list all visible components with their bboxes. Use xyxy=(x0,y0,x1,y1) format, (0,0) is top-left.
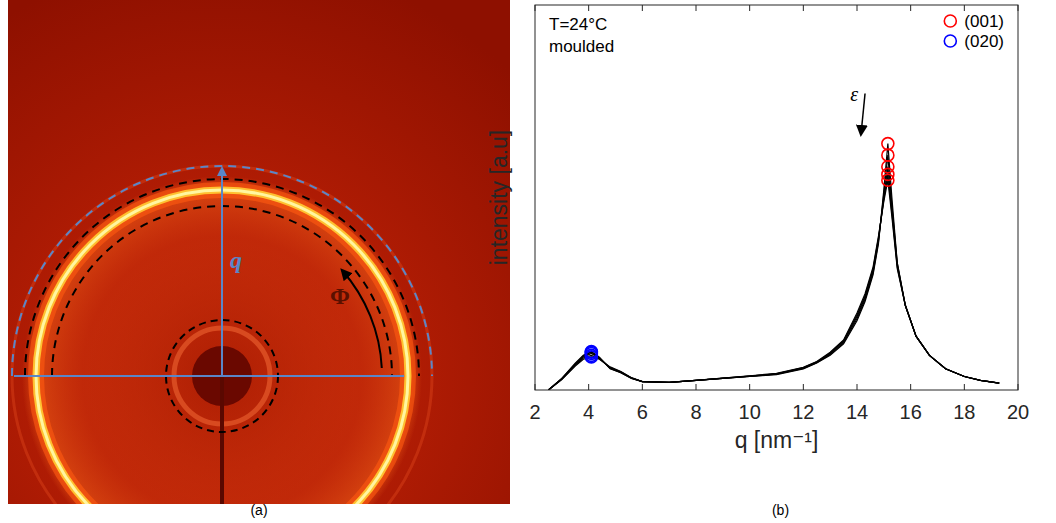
peak-marker xyxy=(882,174,894,186)
strain-arrow xyxy=(861,94,865,134)
legend-marker xyxy=(944,35,956,47)
x-tick-label: 8 xyxy=(690,401,701,423)
intensity-curve xyxy=(548,144,999,390)
plot-frame xyxy=(535,5,1018,390)
x-tick xyxy=(803,5,804,11)
x-tick-label: 20 xyxy=(1007,401,1029,423)
x-tick-label: 16 xyxy=(900,401,922,423)
x-tick xyxy=(642,384,643,390)
peak-marker xyxy=(882,138,894,150)
y-axis-title: intensity [a.u] xyxy=(486,130,512,266)
diffraction-image xyxy=(8,0,510,504)
legend-label: (020) xyxy=(964,32,1004,51)
x-tick xyxy=(588,5,589,11)
peak-marker xyxy=(882,149,894,161)
x-tick-label: 4 xyxy=(583,401,594,423)
legend-marker xyxy=(944,15,956,27)
x-tick xyxy=(749,384,750,390)
x-tick xyxy=(857,384,858,390)
x-tick-label: 10 xyxy=(739,401,761,423)
horizontal-axis xyxy=(14,375,404,377)
x-tick xyxy=(857,5,858,11)
figure: q Φ 2 4 6 8 10 12 14 16 18 20 q [nm⁻¹] intensity [a.u… xyxy=(0,0,1056,523)
plot-background xyxy=(535,5,1018,390)
legend: (001)(020) xyxy=(944,12,1004,51)
intensity-curve xyxy=(548,155,999,390)
x-tick xyxy=(642,5,643,11)
phi-label: Φ xyxy=(330,283,350,309)
q-label: q xyxy=(230,247,242,273)
plot-data xyxy=(548,138,999,390)
strain-label: ε xyxy=(850,83,858,105)
legend-label: (001) xyxy=(964,12,1004,31)
x-tick-label: 18 xyxy=(953,401,975,423)
intensity-curve xyxy=(548,167,999,390)
x-axis-title: q [nm⁻¹] xyxy=(735,427,819,453)
x-tick xyxy=(910,384,911,390)
x-tick xyxy=(964,5,965,11)
x-tick-label: 12 xyxy=(792,401,814,423)
x-tick-label: 2 xyxy=(529,401,540,423)
x-tick xyxy=(588,384,589,390)
x-tick-label: 14 xyxy=(846,401,868,423)
intensity-curve xyxy=(548,180,999,390)
integration-limit xyxy=(12,166,432,376)
x-tick xyxy=(964,384,965,390)
panel-label: (a) xyxy=(250,502,267,518)
intensity-curve xyxy=(548,174,999,390)
q-arrow xyxy=(221,168,223,376)
annotation: moulded xyxy=(549,37,614,56)
annotation: T=24°C xyxy=(549,15,607,34)
x-tick xyxy=(910,5,911,11)
x-tick-label: 6 xyxy=(637,401,648,423)
x-tick xyxy=(696,384,697,390)
peak-marker xyxy=(585,351,597,363)
x-tick xyxy=(803,384,804,390)
panel-label: (b) xyxy=(772,502,789,518)
ring-weak xyxy=(12,166,432,504)
x-tick xyxy=(696,5,697,11)
x-tick xyxy=(749,5,750,11)
beamstop-holder xyxy=(220,376,224,504)
